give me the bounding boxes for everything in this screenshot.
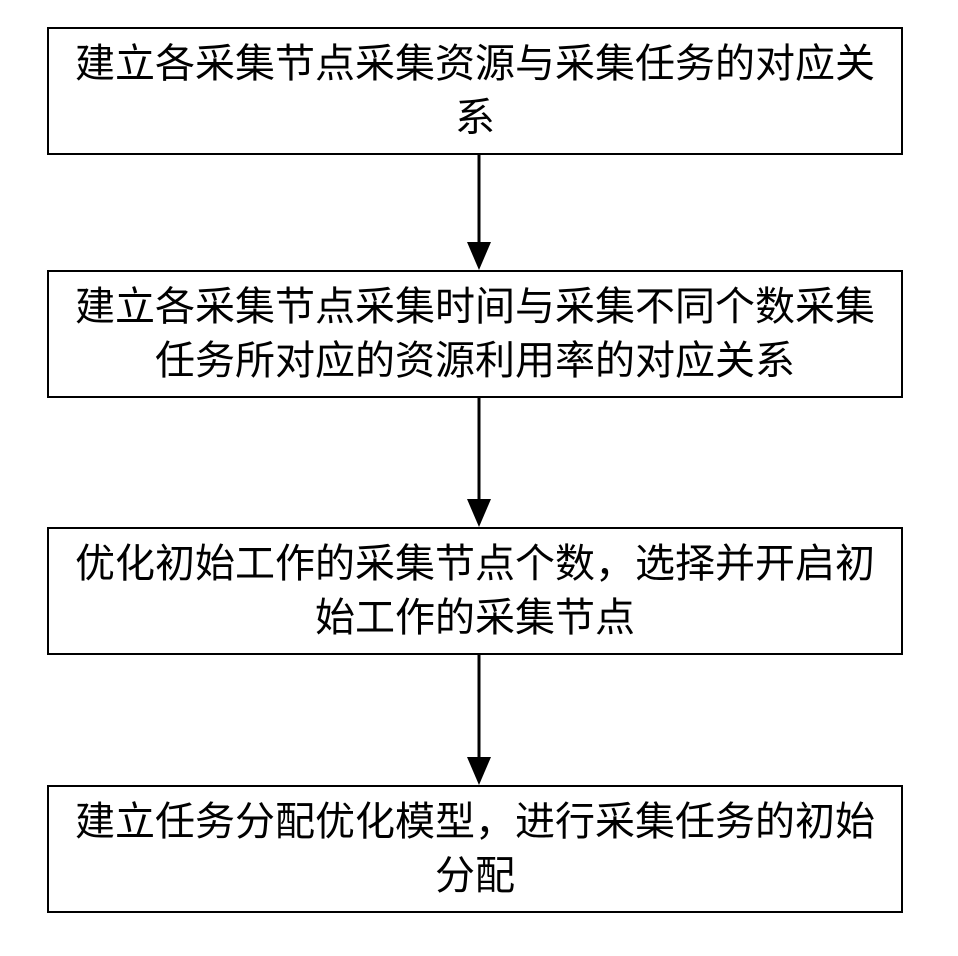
flow-node-label: 建立任务分配优化模型，进行采集任务的初始分配 [69, 795, 881, 903]
flow-arrow-1 [467, 155, 491, 270]
flow-node-label: 优化初始工作的采集节点个数，选择并开启初始工作的采集节点 [69, 537, 881, 645]
arrow-head-icon [467, 242, 491, 270]
flow-node-2: 建立各采集节点采集时间与采集不同个数采集任务所对应的资源利用率的对应关系 [47, 270, 903, 398]
arrow-head-icon [467, 499, 491, 527]
flow-arrow-3 [467, 655, 491, 785]
flow-arrow-2 [467, 398, 491, 527]
flow-node-3: 优化初始工作的采集节点个数，选择并开启初始工作的采集节点 [47, 527, 903, 655]
arrow-shaft [478, 655, 481, 757]
arrow-shaft [478, 398, 481, 499]
flow-node-label: 建立各采集节点采集资源与采集任务的对应关系 [69, 37, 881, 145]
flowchart-canvas: 建立各采集节点采集资源与采集任务的对应关系建立各采集节点采集时间与采集不同个数采… [0, 0, 958, 956]
flow-node-4: 建立任务分配优化模型，进行采集任务的初始分配 [47, 785, 903, 913]
arrow-head-icon [467, 757, 491, 785]
flow-node-1: 建立各采集节点采集资源与采集任务的对应关系 [47, 27, 903, 155]
arrow-shaft [478, 155, 481, 242]
flow-node-label: 建立各采集节点采集时间与采集不同个数采集任务所对应的资源利用率的对应关系 [69, 280, 881, 388]
